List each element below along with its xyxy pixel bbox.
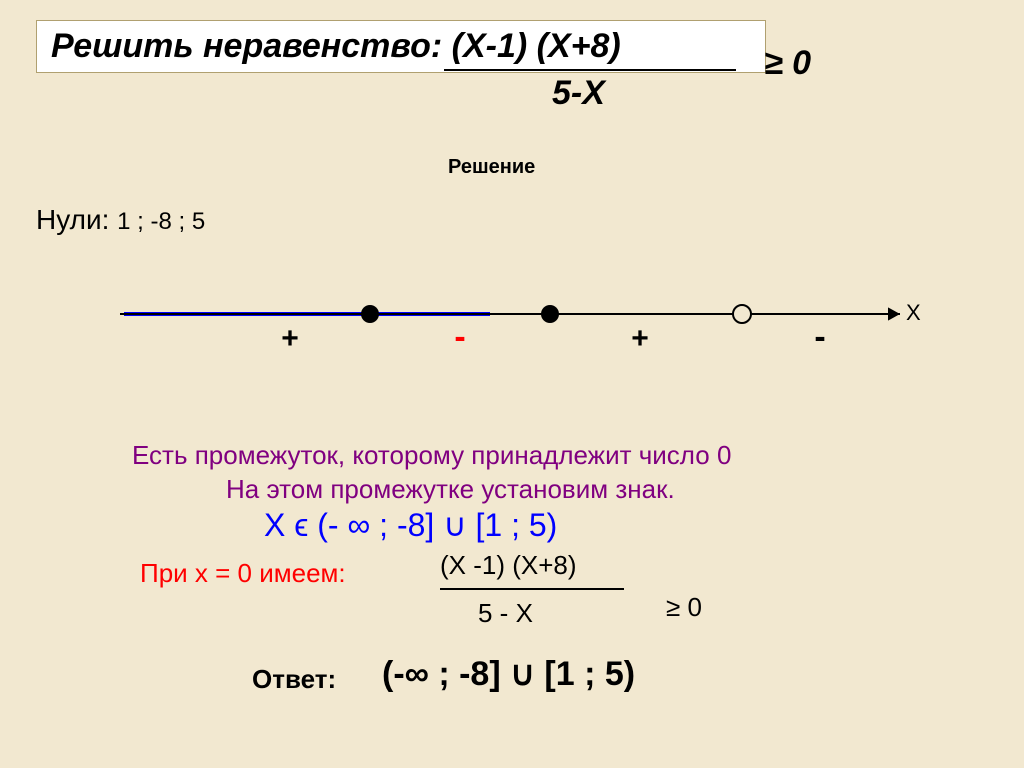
number-line: X + - + - <box>110 280 930 360</box>
svg-text:+: + <box>631 322 649 355</box>
check-geq: ≥ 0 <box>666 592 702 623</box>
slide-background <box>0 0 1024 768</box>
svg-text:X: X <box>906 300 921 325</box>
interval-prefix: X ϵ <box>264 507 308 543</box>
title-box: Решить неравенство: (X-1) (X+8) <box>36 20 766 73</box>
svg-text:-: - <box>454 318 465 356</box>
interval-main: (- ∞ ; -8] ∪ [1 ; 5) <box>317 507 557 543</box>
check-fraction-line <box>440 588 624 590</box>
svg-text:+: + <box>281 322 299 355</box>
svg-text:-: - <box>814 318 825 356</box>
fraction-denominator: 5-X <box>552 74 605 113</box>
zeros-row: Нули: 1 ; -8 ; 5 <box>36 204 205 236</box>
check-denominator: 5 - X <box>478 598 533 629</box>
zeros-values: 1 ; -8 ; 5 <box>117 208 205 235</box>
fraction-geq: ≥ 0 <box>764 44 811 83</box>
explain-line-2: На этом промежутке установим знак. <box>226 474 675 505</box>
fraction-line <box>444 69 736 71</box>
interval-answer: X ϵ (- ∞ ; -8] ∪ [1 ; 5) <box>264 506 557 544</box>
check-numerator: (X -1) (X+8) <box>440 550 577 581</box>
at-zero-label: При х = 0 имеем: <box>140 558 346 589</box>
title-expr: (X-1) (X+8) <box>452 27 621 65</box>
answer-label: Ответ: <box>252 664 336 695</box>
zeros-label: Нули: <box>36 204 117 235</box>
solution-label: Решение <box>448 156 535 179</box>
explain-line-1: Есть промежуток, которому принадлежит чи… <box>132 440 731 471</box>
answer-value: (-∞ ; -8] ∪ [1 ; 5) <box>382 654 635 694</box>
title-prefix: Решить неравенство: <box>51 27 452 65</box>
